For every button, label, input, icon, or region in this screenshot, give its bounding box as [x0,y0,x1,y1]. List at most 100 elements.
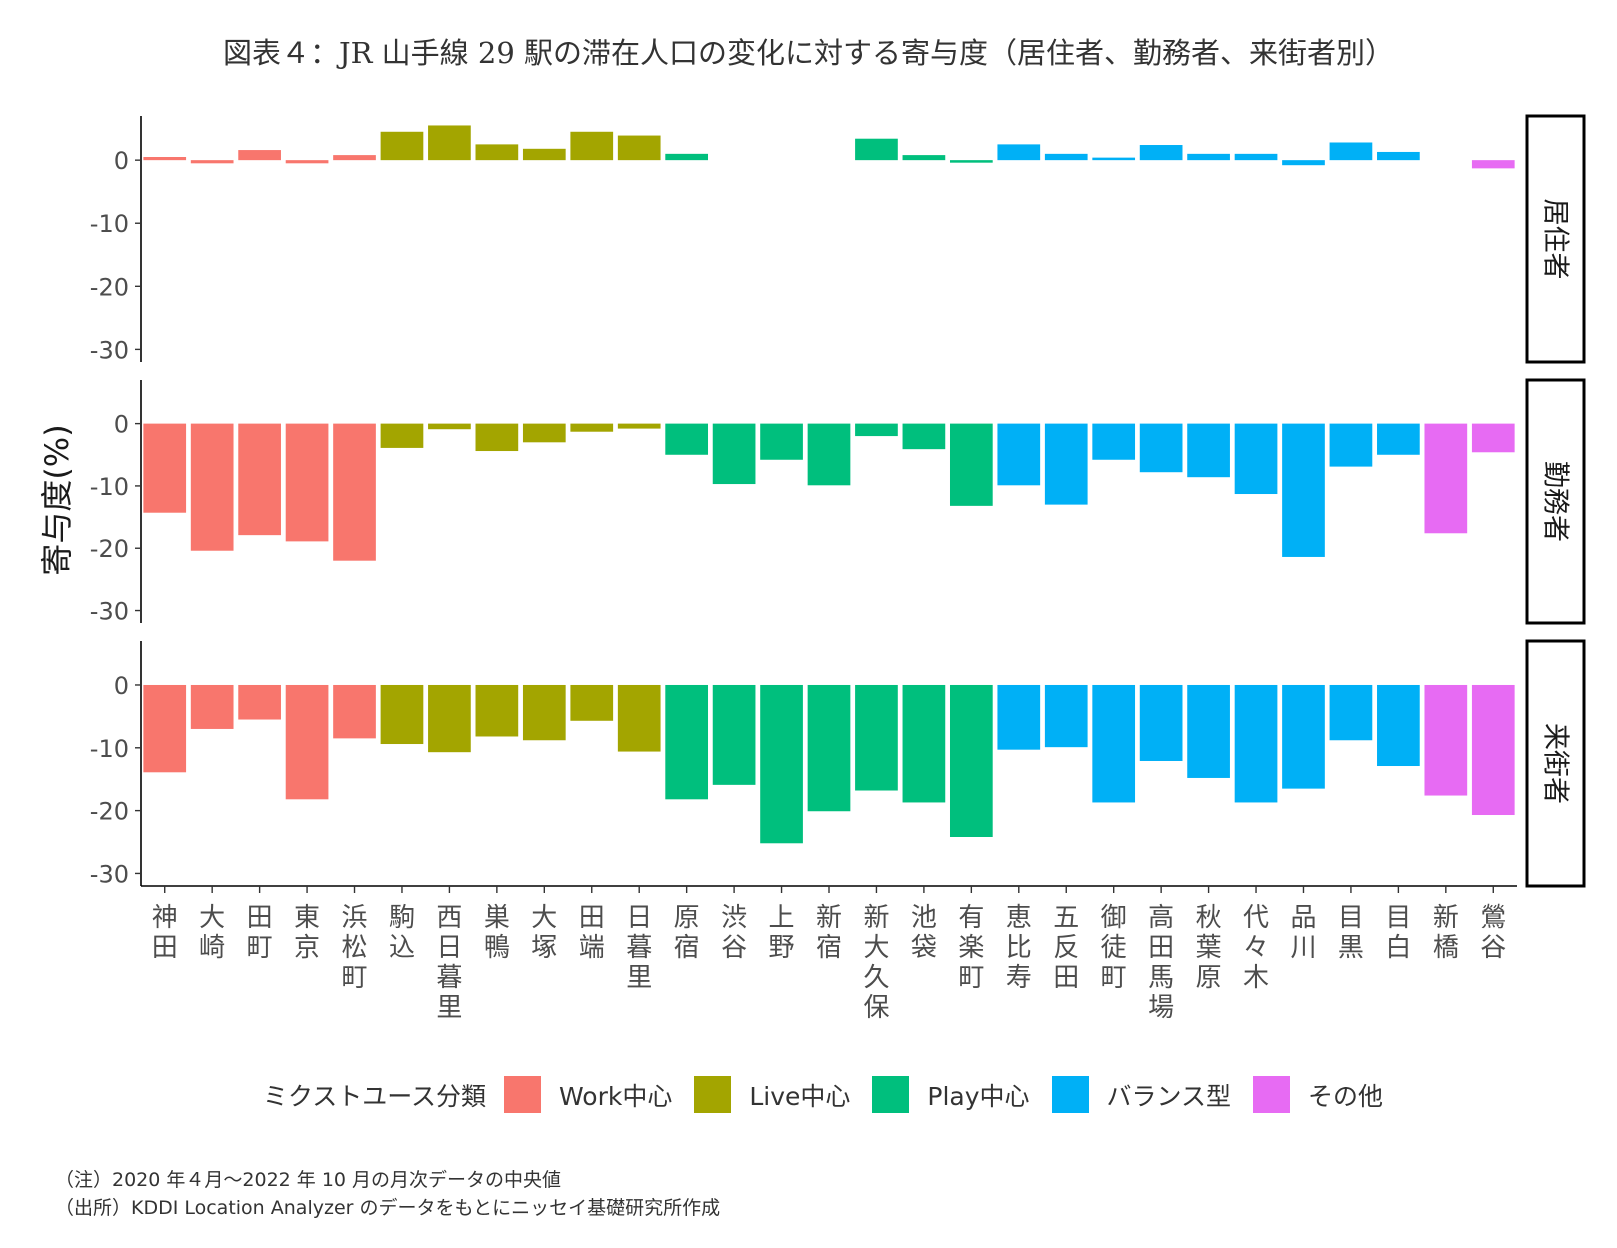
x-tick-label: 日暮里 [626,903,652,993]
bar-勤務者-五反田 [1044,423,1088,505]
x-tick-label: 田端 [579,903,605,963]
x-tick-label: 神田 [152,903,178,963]
legend-item-work: Work中心 [504,1076,672,1113]
legend-swatch-play [872,1076,910,1113]
bar-勤務者-日暮里 [617,423,661,429]
bar-来街者-高田馬場 [1139,684,1183,761]
x-tick-label: 大崎 [199,903,225,963]
bar-来街者-原宿 [665,684,709,800]
y-tick-label: 0 [114,411,129,439]
bar-来街者-新大久保 [855,684,898,791]
bar-居住者-有楽町 [949,160,993,163]
bar-勤務者-鶯谷 [1471,423,1515,453]
bar-勤務者-品川 [1282,423,1325,557]
x-tick-label: 田町 [247,903,273,963]
bar-来街者-目白 [1377,684,1420,767]
bar-居住者-御徒町 [1092,157,1136,161]
x-tick-label: 有楽町 [958,903,984,993]
bar-居住者-巣鴨 [475,144,519,161]
y-tick-label: 0 [114,672,129,700]
x-tick-label: 鶯谷 [1480,903,1506,963]
bar-居住者-駒込 [380,131,424,161]
facet-label: 来街者 [1540,723,1571,804]
bar-来街者-代々木 [1234,684,1278,803]
y-tick-label: -20 [90,273,129,301]
x-tick-label: 東京 [294,903,320,963]
x-tick-label: 目白 [1385,903,1411,963]
bar-居住者-池袋 [902,155,946,161]
bar-勤務者-原宿 [665,423,709,455]
legend-swatch-live [694,1076,732,1113]
bar-居住者-秋葉原 [1187,153,1230,161]
bar-勤務者-西日暮里 [428,423,471,430]
bar-居住者-目白 [1377,151,1420,161]
x-tick-label: 上野 [769,903,795,963]
bar-居住者-目黒 [1329,142,1373,161]
x-tick-label: 秋葉原 [1196,903,1222,993]
bar-居住者-大塚 [522,148,566,161]
y-tick-label: -30 [90,598,129,626]
x-tick-label: 原宿 [674,903,700,963]
bar-居住者-五反田 [1044,153,1088,161]
bar-居住者-浜松町 [333,155,376,161]
bar-来街者-秋葉原 [1187,684,1230,778]
y-tick-label: 0 [114,147,129,175]
legend-item-other: その他 [1253,1076,1383,1113]
y-tick-label: -30 [90,336,129,364]
legend-label-other: その他 [1308,1081,1384,1111]
bar-居住者-田端 [570,131,614,161]
bar-来街者-上野 [760,684,803,844]
bar-居住者-鶯谷 [1471,160,1515,169]
bar-勤務者-巣鴨 [475,423,519,452]
facet-strip [1525,639,1586,888]
x-tick-label: 目黒 [1338,903,1364,963]
legend-item-live: Live中心 [694,1076,850,1113]
facet-label: 勤務者 [1540,461,1571,542]
bar-勤務者-田町 [238,423,281,536]
bar-居住者-神田 [143,157,187,161]
x-tick-label: 駒込 [389,903,415,963]
legend-swatch-other [1253,1076,1291,1113]
footnote: （注）2020 年４月～2022 年 10 月の月次データの中央値 [55,1169,562,1191]
bar-来街者-新橋 [1424,684,1468,796]
legend-item-play: Play中心 [872,1076,1030,1113]
bar-居住者-日暮里 [617,135,661,161]
legend-label-balance: バランス型 [1106,1081,1232,1111]
x-tick-label: 五反田 [1053,903,1079,993]
bar-勤務者-神田 [143,423,187,513]
y-tick-label: -20 [90,798,129,826]
bar-勤務者-恵比寿 [997,423,1041,486]
bar-勤務者-新橋 [1424,423,1468,534]
bar-勤務者-有楽町 [949,423,993,506]
x-tick-label: 巣鴨 [484,903,510,963]
x-tick-label: 大塚 [531,903,557,963]
x-tick-label: 浜松町 [342,903,368,993]
x-tick-label: 新橋 [1433,903,1459,963]
facet-label: 居住者 [1540,199,1571,280]
y-tick-label: -10 [90,735,129,763]
bar-来街者-渋谷 [712,684,756,785]
x-tick-label: 御徒町 [1101,903,1127,993]
x-tick-label: 西日暮里 [436,903,462,1023]
x-tick-label: 池袋 [911,903,937,963]
bar-勤務者-新大久保 [855,423,898,437]
bar-居住者-原宿 [665,153,709,161]
bar-来街者-恵比寿 [997,684,1041,750]
bar-勤務者-秋葉原 [1187,423,1230,478]
bar-居住者-品川 [1282,160,1325,166]
y-tick-label: -10 [90,210,129,238]
bar-勤務者-大塚 [522,423,566,443]
bar-居住者-新大久保 [855,138,898,161]
bar-勤務者-駒込 [380,423,424,448]
legend-swatch-balance [1051,1076,1089,1113]
bar-来街者-池袋 [902,684,946,803]
bar-勤務者-池袋 [902,423,946,450]
bar-勤務者-渋谷 [712,423,756,485]
bar-勤務者-目白 [1377,423,1420,455]
x-tick-label: 新大久保 [863,903,889,1023]
bar-勤務者-代々木 [1234,423,1278,495]
bar-来街者-五反田 [1044,684,1088,748]
bar-居住者-恵比寿 [997,144,1041,161]
bar-勤務者-浜松町 [333,423,376,561]
